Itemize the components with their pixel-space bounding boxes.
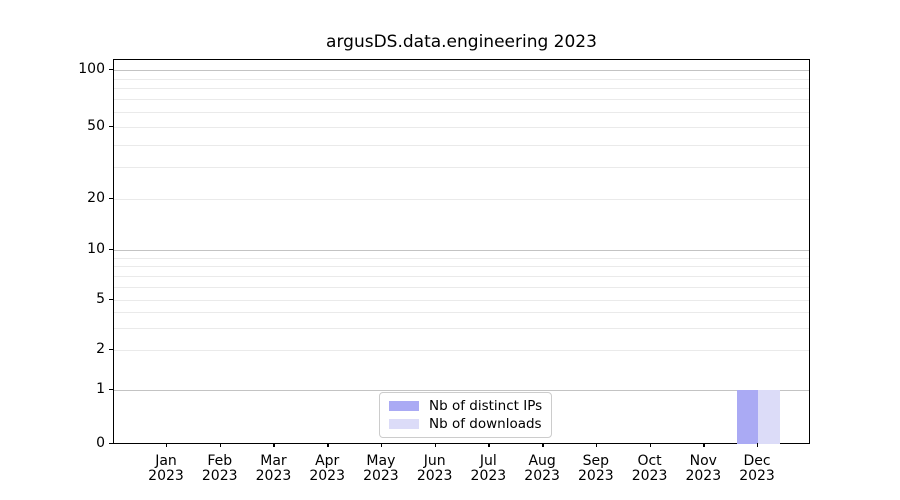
x-tick-label: Jun 2023 — [416, 453, 453, 484]
chart-title: argusDS.data.engineering 2023 — [326, 32, 597, 52]
legend-label: Nb of distinct IPs — [429, 398, 543, 414]
y-gridline-minor — [114, 112, 809, 113]
y-gridline — [114, 250, 809, 251]
x-tick — [649, 443, 651, 447]
y-tick-label: 2 — [96, 341, 105, 357]
y-tick — [109, 249, 113, 251]
y-tick — [109, 198, 113, 200]
x-tick-label: Feb 2023 — [201, 453, 238, 484]
legend-swatch — [389, 401, 419, 411]
legend-swatch — [389, 419, 419, 429]
y-gridline-minor — [114, 88, 809, 89]
x-tick — [273, 443, 275, 447]
y-tick-label: 100 — [78, 61, 105, 77]
y-tick — [109, 126, 113, 128]
bar-nb-of-downloads — [758, 390, 780, 444]
y-gridline — [114, 350, 809, 351]
y-gridline-minor — [114, 79, 809, 80]
y-gridline-minor — [114, 145, 809, 146]
y-tick-label: 50 — [87, 118, 105, 134]
legend-item: Nb of distinct IPs — [389, 397, 542, 415]
x-tick — [703, 443, 705, 447]
y-gridline-minor — [114, 99, 809, 100]
y-tick-label: 20 — [87, 190, 105, 206]
x-tick-label: Aug 2023 — [524, 453, 560, 484]
x-tick — [380, 443, 383, 447]
y-gridline-minor — [114, 287, 809, 288]
x-tick — [488, 443, 490, 447]
y-gridline-minor — [114, 328, 809, 329]
y-gridline-minor — [114, 312, 809, 313]
x-tick-label: Dec 2023 — [739, 453, 775, 484]
x-tick-label: Apr 2023 — [309, 453, 345, 484]
y-tick — [109, 443, 113, 445]
y-gridline — [114, 390, 809, 391]
y-tick-label: 0 — [96, 435, 105, 451]
y-tick-label: 5 — [96, 291, 105, 307]
plot-area: Nb of distinct IPs Nb of downloads — [113, 59, 810, 444]
y-gridline-minor — [114, 167, 809, 168]
y-tick — [109, 389, 113, 391]
y-gridline — [114, 300, 809, 301]
y-tick-label: 1 — [96, 381, 105, 397]
x-tick-label: Jan 2023 — [148, 453, 184, 484]
y-gridline-minor — [114, 276, 809, 277]
legend: Nb of distinct IPs Nb of downloads — [379, 392, 553, 438]
x-tick — [434, 443, 437, 447]
legend-item: Nb of downloads — [389, 415, 542, 433]
x-tick-label: Mar 2023 — [255, 453, 292, 484]
x-tick-label: Nov 2023 — [685, 453, 722, 484]
y-gridline-minor — [114, 258, 809, 259]
y-tick — [109, 349, 113, 351]
x-tick — [219, 443, 222, 447]
y-tick-label: 10 — [87, 241, 105, 257]
x-tick-label: Sep 2023 — [578, 453, 614, 484]
x-tick — [166, 443, 168, 447]
bar-nb-of-distinct-ips — [736, 390, 759, 444]
y-tick — [109, 299, 113, 301]
y-tick — [109, 69, 113, 71]
x-tick-label: Jul 2023 — [470, 453, 507, 484]
y-gridline — [114, 199, 809, 200]
x-tick-label: May 2023 — [363, 453, 399, 484]
y-gridline-minor — [114, 266, 809, 267]
y-gridline — [114, 127, 809, 128]
x-tick — [327, 443, 329, 447]
legend-label: Nb of downloads — [429, 416, 542, 432]
x-tick — [542, 443, 544, 447]
x-tick — [757, 443, 759, 447]
x-tick-label: Oct 2023 — [631, 453, 668, 484]
x-tick — [595, 443, 598, 447]
y-gridline — [114, 70, 809, 71]
